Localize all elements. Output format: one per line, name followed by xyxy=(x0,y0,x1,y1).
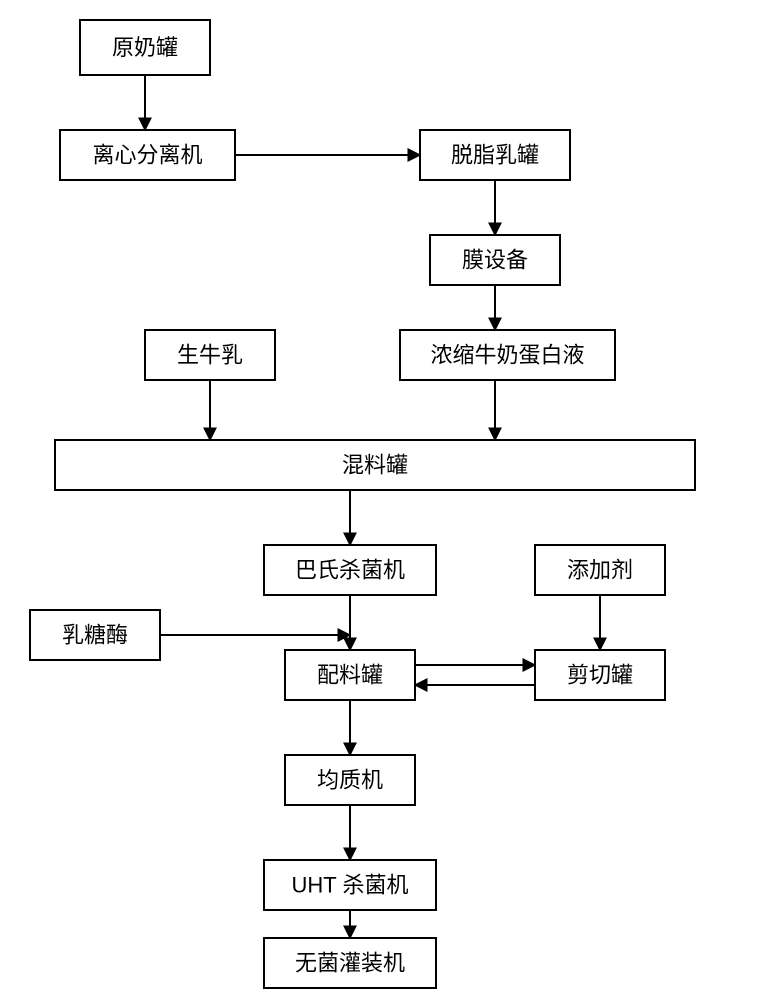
flow-node-shear-tank: 剪切罐 xyxy=(535,650,665,700)
flow-node-skim-milk-tank: 脱脂乳罐 xyxy=(420,130,570,180)
flow-node-homogenizer: 均质机 xyxy=(285,755,415,805)
flow-node-aseptic-filler: 无菌灌装机 xyxy=(264,938,436,988)
flow-node-lactase: 乳糖酶 xyxy=(30,610,160,660)
flow-node-mixing-tank: 混料罐 xyxy=(55,440,695,490)
node-label: 均质机 xyxy=(317,768,383,793)
node-label: 膜设备 xyxy=(462,248,528,273)
flow-node-membrane: 膜设备 xyxy=(430,235,560,285)
flow-node-uht: UHT 杀菌机 xyxy=(264,860,436,910)
node-label: 浓缩牛奶蛋白液 xyxy=(430,343,584,368)
node-label: 配料罐 xyxy=(317,663,383,688)
flow-node-raw-cow-milk: 生牛乳 xyxy=(145,330,275,380)
node-label: 添加剂 xyxy=(567,558,633,583)
node-label: 无菌灌装机 xyxy=(295,951,405,976)
node-label: 脱脂乳罐 xyxy=(451,143,539,168)
flow-node-ingredient-tank: 配料罐 xyxy=(285,650,415,700)
flowchart-canvas: 原奶罐离心分离机 脱脂乳罐膜设备生牛乳 浓缩牛奶蛋白液混料罐巴氏杀菌机 添加剂乳糖酶配… xyxy=(0,0,758,1000)
node-label: 生牛乳 xyxy=(177,343,243,368)
flow-node-additives: 添加剂 xyxy=(535,545,665,595)
node-label: 剪切罐 xyxy=(567,663,633,688)
node-label: 混料罐 xyxy=(342,453,408,478)
node-label: 巴氏杀菌机 xyxy=(295,558,405,583)
flow-node-centrifuge: 离心分离机 xyxy=(60,130,235,180)
node-label: 乳糖酶 xyxy=(62,623,128,648)
node-label: UHT 杀菌机 xyxy=(292,873,409,898)
node-label: 原奶罐 xyxy=(112,35,178,60)
flow-node-pasteurizer: 巴氏杀菌机 xyxy=(264,545,436,595)
flow-node-concentrate: 浓缩牛奶蛋白液 xyxy=(400,330,615,380)
flow-node-raw-milk-tank: 原奶罐 xyxy=(80,20,210,75)
node-label: 离心分离机 xyxy=(92,143,202,168)
